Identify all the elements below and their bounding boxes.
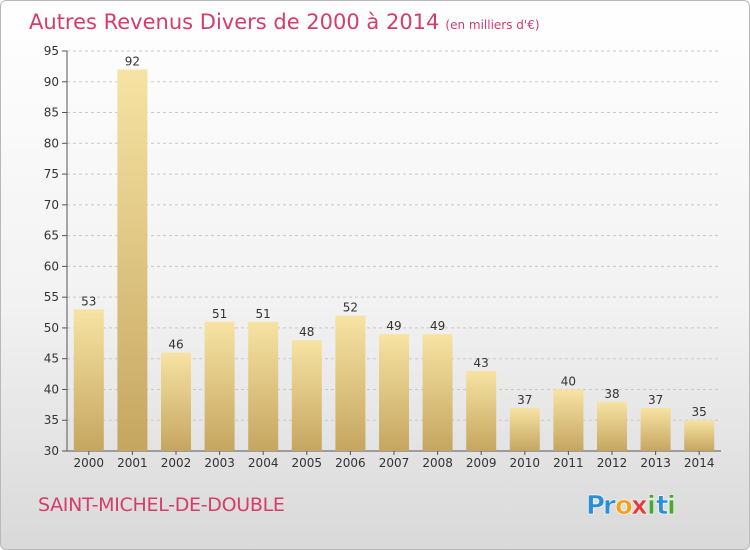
y-tick-label: 65 [44, 229, 59, 243]
y-tick-label: 85 [44, 106, 59, 120]
y-tick-label: 80 [44, 136, 59, 150]
y-tick-label: 50 [44, 321, 59, 335]
x-tick-label-2013: 2013 [640, 456, 671, 470]
bar-2010 [509, 407, 540, 451]
data-label-2003: 51 [212, 307, 227, 321]
chart-title: Autres Revenus Divers de 2000 à 2014 (en … [29, 10, 540, 34]
x-tick-label-2002: 2002 [161, 456, 192, 470]
x-tick-label-2005: 2005 [292, 456, 323, 470]
bar-2003 [204, 321, 235, 451]
x-tick-label-2003: 2003 [204, 456, 235, 470]
data-label-2012: 38 [604, 387, 619, 401]
y-tick-label: 75 [44, 167, 59, 181]
logo-letter: x [631, 491, 648, 521]
bar-2004 [248, 321, 279, 451]
data-label-2002: 46 [168, 338, 183, 352]
logo-letter: r [603, 491, 616, 521]
y-tick-label: 35 [44, 413, 59, 427]
bar-2006 [335, 315, 366, 451]
x-tick-label-2008: 2008 [422, 456, 453, 470]
bar-2009 [466, 371, 497, 451]
bar-2008 [422, 334, 453, 451]
x-tick-label-2010: 2010 [510, 456, 541, 470]
x-tick-label-2011: 2011 [553, 456, 584, 470]
y-tick-label: 70 [44, 198, 59, 212]
logo-letter: o [615, 491, 633, 521]
bar-2000 [73, 309, 104, 451]
logo-letter: t [656, 491, 668, 521]
data-label-2011: 40 [561, 374, 576, 388]
data-label-2014: 35 [692, 405, 707, 419]
data-label-2010: 37 [517, 393, 532, 407]
data-label-2007: 49 [386, 319, 401, 333]
data-label-2009: 43 [474, 356, 489, 370]
y-tick-label: 40 [44, 382, 59, 396]
town-name: SAINT-MICHEL-DE-DOUBLE [38, 494, 285, 516]
bar-2013 [640, 407, 671, 451]
data-label-2004: 51 [256, 307, 271, 321]
y-tick-label: 90 [44, 75, 59, 89]
bar-2005 [291, 340, 322, 451]
bar-2014 [684, 420, 715, 451]
y-tick-label: 30 [44, 444, 59, 458]
logo-letter: i [647, 491, 656, 521]
chart-unit: (en milliers d'€) [445, 18, 540, 32]
data-label-2013: 37 [648, 393, 663, 407]
y-tick-label: 55 [44, 290, 59, 304]
x-tick-label-2007: 2007 [379, 456, 410, 470]
bar-2002 [161, 352, 191, 451]
data-label-2001: 92 [125, 54, 140, 68]
y-tick-label: 60 [44, 259, 59, 273]
x-tick-label-2001: 2001 [117, 456, 148, 470]
x-tick-label-2009: 2009 [466, 456, 497, 470]
x-tick-label-2006: 2006 [335, 456, 366, 470]
bar-2012 [597, 401, 627, 451]
bar-2001 [117, 69, 148, 451]
x-tick-label-2014: 2014 [684, 456, 715, 470]
data-label-2005: 48 [299, 325, 314, 339]
x-tick-label-2000: 2000 [74, 456, 105, 470]
data-label-2006: 52 [343, 301, 358, 315]
data-label-2008: 49 [430, 319, 445, 333]
x-tick-label-2012: 2012 [597, 456, 628, 470]
data-label-2000: 53 [81, 294, 96, 308]
bar-2007 [379, 334, 409, 451]
x-tick-label-2004: 2004 [248, 456, 279, 470]
chart-title-text: Autres Revenus Divers de 2000 à 2014 [29, 10, 440, 34]
logo-letter: P [586, 491, 605, 521]
bar-2011 [553, 389, 584, 451]
y-tick-label: 95 [44, 44, 59, 58]
proxiti-logo: Pr ox i ti [586, 491, 677, 521]
y-tick-label: 45 [44, 352, 59, 366]
logo-letter: i [667, 491, 676, 521]
